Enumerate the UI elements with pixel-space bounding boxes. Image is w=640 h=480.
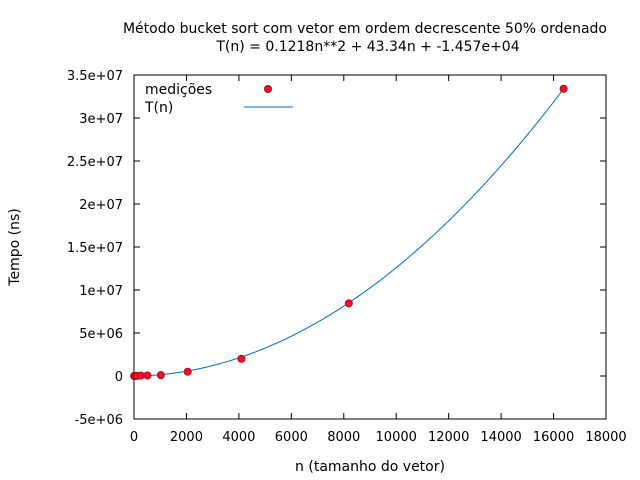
y-tick-label: 2.5e+07 (67, 155, 123, 170)
series-medicoes-points (130, 84, 568, 380)
legend-label-fit: T(n) (144, 100, 173, 116)
data-point (237, 354, 246, 363)
chart-title: Método bucket sort com vetor em ordem de… (123, 21, 607, 37)
data-point (344, 299, 353, 308)
y-tick-label: -5e+06 (75, 413, 123, 428)
legend: medições T(n) (144, 82, 293, 116)
x-axis-label: n (tamanho do vetor) (295, 459, 445, 475)
x-tick-label: 6000 (275, 430, 308, 445)
y-axis: -5e+06 0 5e+06 1e+07 1.5e+07 2e+07 2.5e+07 3e+0… (67, 69, 606, 428)
x-tick-label: 12000 (428, 430, 469, 445)
y-tick-label: 2e+07 (79, 198, 123, 213)
data-point (183, 367, 192, 376)
legend-label-medicoes: medições (145, 82, 212, 98)
y-tick-label: 0 (115, 370, 123, 385)
x-tick-label: 2000 (170, 430, 203, 445)
chart-subtitle: T(n) = 0.1218n**2 + 43.34n + -1.457e+04 (215, 39, 519, 55)
y-tick-label: 3e+07 (79, 112, 123, 127)
y-tick-label: 3.5e+07 (67, 69, 123, 84)
data-point (156, 371, 165, 380)
x-axis: 0 2000 4000 6000 8000 10000 12000 14000 16000 180… (130, 75, 627, 445)
y-tick-label: 5e+06 (79, 327, 123, 342)
data-point (559, 84, 568, 93)
y-axis-label: Tempo (ns) (7, 208, 23, 286)
x-tick-label: 8000 (327, 430, 360, 445)
data-point (136, 371, 145, 380)
data-point (143, 371, 152, 380)
y-tick-label: 1e+07 (79, 284, 123, 299)
legend-marker-medicoes (263, 85, 272, 94)
x-tick-label: 18000 (585, 430, 626, 445)
series-fit-curve (133, 88, 565, 377)
x-tick-label: 4000 (222, 430, 255, 445)
x-tick-label: 10000 (376, 430, 417, 445)
x-tick-label: 14000 (480, 430, 521, 445)
y-tick-label: 1.5e+07 (67, 241, 123, 256)
x-tick-label: 0 (130, 430, 138, 445)
x-tick-label: 16000 (533, 430, 574, 445)
